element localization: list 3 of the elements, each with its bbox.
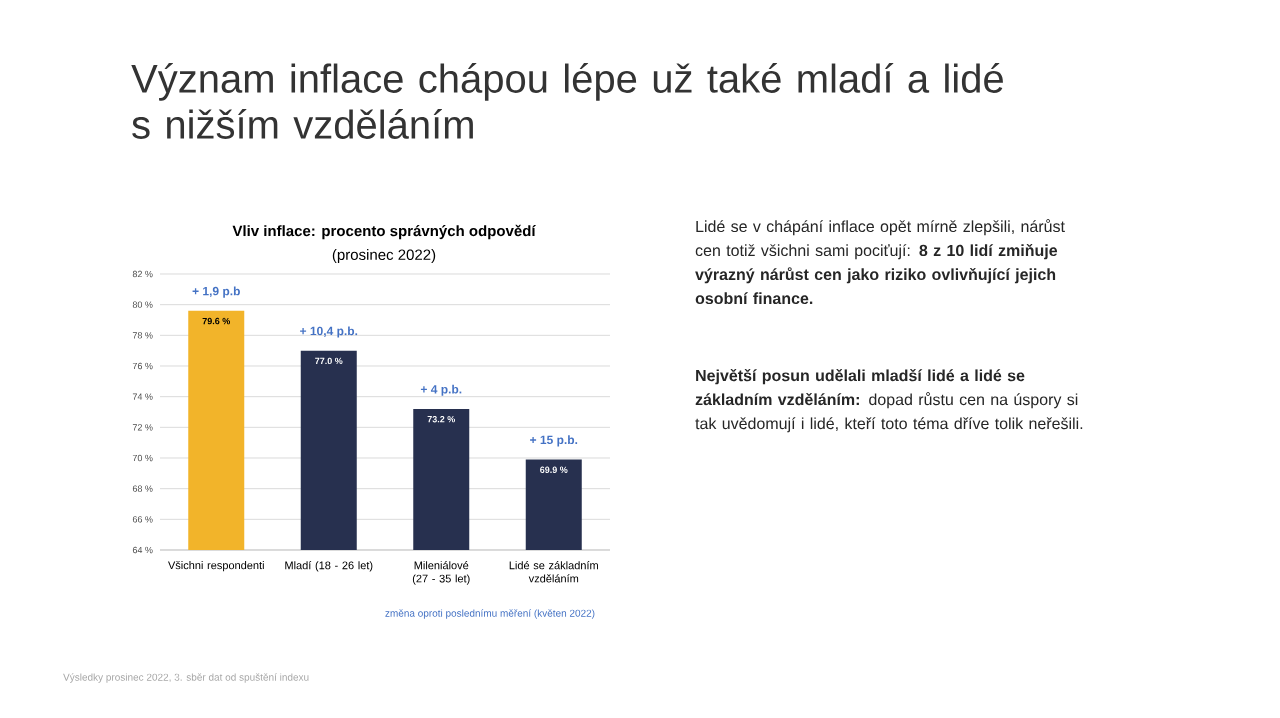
text: Význam inflace chápou lépe už také mladí a lidé s nižším vzděláním [131, 63, 1003, 139]
text: Největší posun udělali mladší lidé a lidé se základním vzděláním: dopad růstu cen na úspory si tak uvědomují i lidé, kteří toto téma dříve tolik neřešili. [695, 369, 1083, 433]
text: Lidé se v chápání inflace opět mírně zlepšili, nárůst cen totiž všichni sami pociťují: 8 z 10 lidí zmiňuje výrazný nárůst cen jako riziko ovlivňující jejich osobní finance. [695, 219, 1065, 305]
